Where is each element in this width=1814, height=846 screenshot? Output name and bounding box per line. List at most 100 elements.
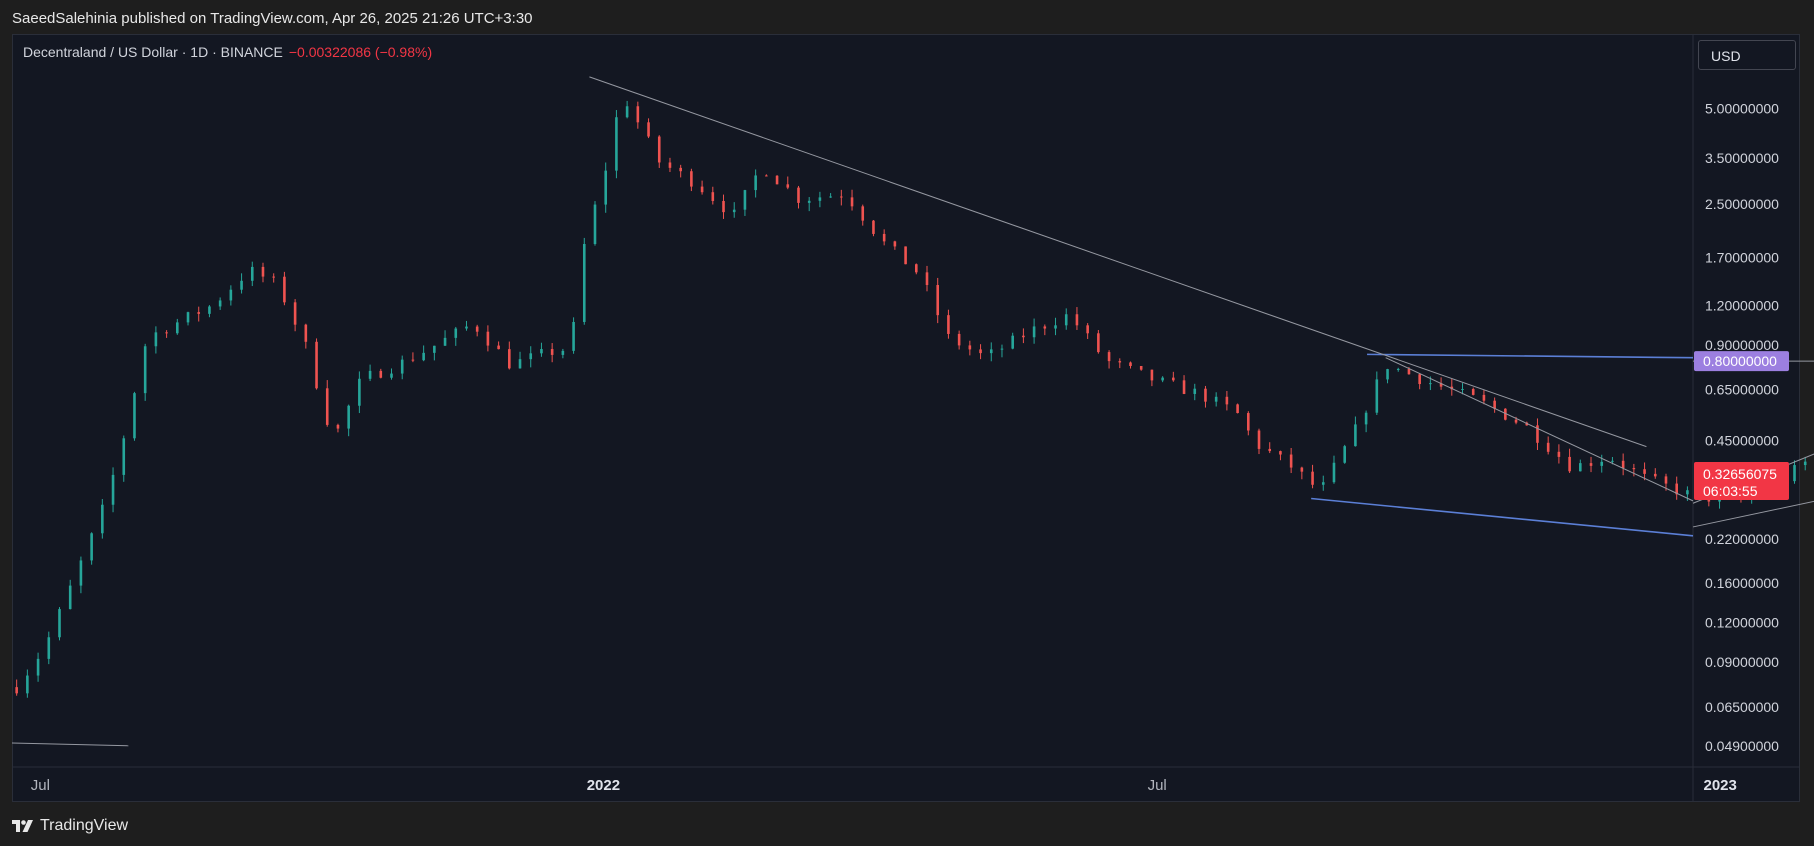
candle xyxy=(989,349,993,354)
candle xyxy=(615,117,618,171)
candle xyxy=(1557,451,1561,457)
candle xyxy=(208,306,211,314)
candle xyxy=(850,197,854,207)
trendline-diag-2023[interactable] xyxy=(1385,357,1694,502)
y-tick-label: 0.65000000 xyxy=(1705,382,1779,398)
candle xyxy=(197,312,201,314)
candle xyxy=(1536,425,1539,443)
candle xyxy=(1354,424,1357,447)
x-tick-label: Jul xyxy=(31,777,50,794)
symbol-legend[interactable]: Decentraland / US Dollar · 1D · BINANCE −… xyxy=(23,44,432,60)
symbol-title: Decentraland / US Dollar · 1D · BINANCE xyxy=(23,44,283,60)
candle xyxy=(1686,490,1689,495)
candle xyxy=(1300,467,1304,472)
candle xyxy=(1064,314,1068,326)
y-tick-label: 0.04900000 xyxy=(1705,738,1779,754)
candle xyxy=(582,243,586,322)
price-change: −0.00322086 (−0.98%) xyxy=(288,44,433,60)
candle xyxy=(657,136,661,163)
candle xyxy=(15,687,18,694)
y-tick-label: 5.00000000 xyxy=(1705,101,1779,117)
candle xyxy=(1075,314,1079,326)
trendline-channel-bottom[interactable] xyxy=(1311,497,1694,537)
candle xyxy=(1257,430,1261,449)
candle xyxy=(882,233,886,242)
candle xyxy=(700,186,704,193)
trendline-diag-2021-2023[interactable] xyxy=(589,76,1647,448)
x-tick-label: 2023 xyxy=(1703,777,1736,794)
y-tick-label: 0.09000000 xyxy=(1705,654,1779,670)
candle xyxy=(572,321,575,351)
chart-frame[interactable] xyxy=(12,34,1800,802)
candle xyxy=(186,312,190,323)
candle xyxy=(529,353,533,360)
candle xyxy=(1000,348,1004,350)
candle xyxy=(26,675,29,694)
candle xyxy=(690,171,693,187)
candle xyxy=(968,345,972,350)
y-tick-label: 0.45000000 xyxy=(1705,432,1779,448)
candle xyxy=(508,349,511,369)
trendline-channel-top[interactable] xyxy=(1367,353,1694,359)
currency-button[interactable]: USD xyxy=(1698,40,1796,70)
candle xyxy=(722,200,725,213)
candle xyxy=(143,346,147,394)
candle xyxy=(1139,365,1143,370)
candle xyxy=(79,560,83,586)
candle xyxy=(1279,451,1282,455)
candle xyxy=(1204,388,1207,402)
candle xyxy=(914,264,918,273)
candle xyxy=(315,341,318,389)
candle xyxy=(1097,333,1100,353)
footer: TradingView xyxy=(12,814,128,838)
candle xyxy=(668,162,672,168)
candle xyxy=(68,585,72,610)
candle xyxy=(1407,368,1411,375)
candle xyxy=(1343,446,1346,463)
tradingview-logo-icon xyxy=(12,820,33,832)
candle xyxy=(1439,383,1443,387)
candle xyxy=(1482,394,1486,401)
candle xyxy=(1803,461,1807,466)
candle xyxy=(90,533,93,561)
candle xyxy=(1418,374,1421,385)
candle xyxy=(1289,454,1293,468)
candle xyxy=(1129,362,1132,366)
candle xyxy=(765,175,768,177)
trendline-stub-bottom-left[interactable] xyxy=(11,742,129,747)
last-price-text: 0.32656075 xyxy=(1703,466,1777,482)
candle xyxy=(1311,471,1314,485)
y-tick-label: 0.22000000 xyxy=(1705,531,1779,547)
y-tick-label: 0.12000000 xyxy=(1705,614,1779,630)
candle xyxy=(1364,412,1368,425)
candle xyxy=(1504,408,1507,420)
candle xyxy=(411,359,415,361)
candle xyxy=(1118,361,1122,363)
candle xyxy=(336,424,340,429)
candle xyxy=(1429,383,1432,385)
candle xyxy=(1268,448,1272,452)
candle xyxy=(679,167,682,172)
candle xyxy=(775,175,779,185)
level-price-tag xyxy=(1694,351,1789,372)
y-tick-label: 1.20000000 xyxy=(1705,297,1779,313)
candle xyxy=(818,197,822,201)
candle xyxy=(807,200,811,203)
candle xyxy=(47,637,51,659)
y-tick-label: 0.06500000 xyxy=(1705,699,1779,715)
candle xyxy=(893,241,897,247)
candle xyxy=(979,349,982,354)
candle xyxy=(272,276,275,278)
candle xyxy=(379,370,383,378)
candle xyxy=(465,326,468,329)
candle xyxy=(1632,468,1636,470)
candle xyxy=(593,204,597,244)
candle xyxy=(754,175,757,191)
y-tick-label: 2.50000000 xyxy=(1705,196,1779,212)
candle xyxy=(1172,377,1175,381)
y-tick-label: 1.70000000 xyxy=(1705,249,1779,265)
candle xyxy=(1493,400,1496,409)
candle xyxy=(347,405,350,429)
y-tick-label: 0.90000000 xyxy=(1705,337,1779,353)
